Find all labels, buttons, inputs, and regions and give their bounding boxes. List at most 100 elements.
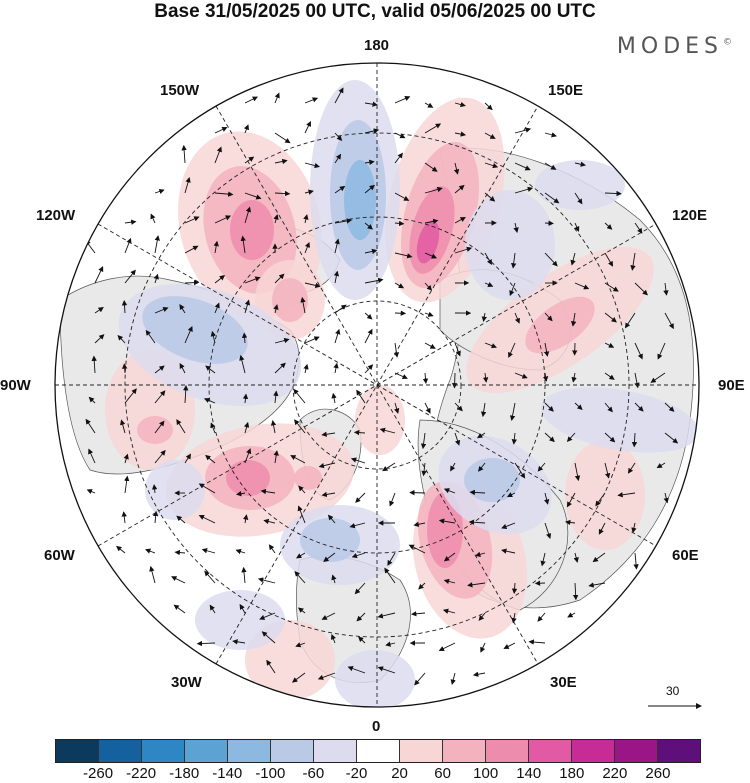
wind-arrow bbox=[604, 312, 617, 323]
wind-arrow bbox=[274, 190, 291, 197]
wind-arrow bbox=[664, 432, 679, 444]
wind-arrow bbox=[484, 342, 497, 349]
wind-arrow bbox=[295, 642, 306, 648]
lon-label-90w: 90W bbox=[0, 377, 31, 394]
wind-arrow bbox=[304, 97, 319, 104]
wind-arrow bbox=[364, 328, 373, 344]
wind-arrow bbox=[377, 612, 396, 619]
wind-arrow bbox=[121, 300, 128, 314]
wind-arrow bbox=[364, 159, 375, 165]
wind-arrow bbox=[266, 659, 276, 674]
wind-arrow bbox=[513, 222, 519, 233]
colorbar-tick-label: -260 bbox=[83, 765, 114, 782]
wind-arrow bbox=[354, 582, 366, 595]
wind-arrow bbox=[321, 431, 336, 437]
wind-arrow bbox=[514, 186, 534, 194]
wind-arrow bbox=[333, 362, 339, 374]
wind-arrow bbox=[244, 421, 250, 434]
wind-arrow bbox=[179, 363, 186, 374]
wind-arrow bbox=[331, 392, 337, 404]
anomaly-positive bbox=[416, 220, 440, 264]
wind-arrow bbox=[323, 552, 336, 562]
wind-arrow bbox=[210, 330, 216, 344]
wind-arrow bbox=[454, 432, 461, 446]
wind-arrow bbox=[664, 312, 674, 330]
colorbar-swatch bbox=[486, 740, 529, 762]
wind-arrow bbox=[624, 312, 636, 329]
wind-arrow bbox=[210, 422, 216, 434]
wind-arrow bbox=[424, 402, 431, 414]
wind-arrow bbox=[198, 515, 216, 524]
colorbar-swatch bbox=[185, 740, 228, 762]
colorbar-swatch bbox=[357, 740, 400, 762]
wind-arrow bbox=[263, 518, 276, 525]
wind-arrow bbox=[389, 492, 396, 507]
wind-arrow bbox=[570, 312, 577, 327]
wind-arrow bbox=[176, 515, 186, 524]
wind-arrow bbox=[241, 332, 248, 344]
meridian-line bbox=[215, 105, 539, 665]
colorbar-tick-label: 140 bbox=[516, 765, 542, 782]
wind-arrow bbox=[244, 299, 251, 314]
wind-arrow bbox=[418, 582, 426, 590]
wind-arrow bbox=[503, 642, 516, 649]
wind-arrow bbox=[333, 270, 340, 284]
wind-arrow bbox=[273, 304, 279, 314]
wind-arrow bbox=[454, 342, 461, 357]
wind-arrow bbox=[145, 548, 156, 554]
wind-arrow bbox=[424, 102, 434, 108]
wind-arrow bbox=[330, 633, 336, 644]
wind-arrow bbox=[184, 325, 193, 344]
wind-arrow bbox=[450, 462, 456, 472]
wind-arrow bbox=[565, 519, 576, 526]
wind-arrow bbox=[290, 455, 306, 464]
wind-arrow bbox=[294, 419, 306, 434]
colorbar-tick-label: -180 bbox=[169, 765, 200, 782]
colorbar-swatch bbox=[615, 740, 658, 762]
wind-arrow bbox=[484, 132, 496, 139]
wind-arrow bbox=[173, 604, 186, 614]
wind-arrow bbox=[85, 418, 96, 434]
lon-label-60e: 60E bbox=[672, 547, 699, 564]
wind-arrow bbox=[321, 612, 336, 620]
wind-arrow bbox=[205, 454, 216, 464]
wind-arrow bbox=[424, 311, 434, 317]
wind-arrow bbox=[634, 222, 643, 234]
wind-arrow bbox=[394, 152, 403, 164]
wind-arrow bbox=[303, 214, 309, 224]
wind-arrow bbox=[214, 215, 232, 224]
wind-arrow bbox=[631, 432, 638, 448]
wind-arrow bbox=[604, 342, 615, 348]
wind-arrow bbox=[443, 488, 456, 494]
anomaly-positive bbox=[137, 416, 173, 444]
wind-arrow bbox=[385, 641, 396, 647]
wind-arrow bbox=[574, 222, 580, 232]
wind-arrow bbox=[424, 218, 439, 225]
wind-arrow bbox=[184, 279, 200, 286]
wind-arrow bbox=[304, 282, 321, 289]
wind-arrow bbox=[304, 162, 320, 169]
wind-arrow bbox=[414, 672, 426, 686]
colorbar-tick-label: 180 bbox=[559, 765, 585, 782]
wind-arrow bbox=[123, 453, 129, 464]
wind-arrow bbox=[424, 162, 438, 172]
copyright-mark: © bbox=[723, 37, 732, 48]
anomaly-positive bbox=[525, 296, 595, 354]
wind-arrow bbox=[656, 462, 666, 469]
geopotential-anomaly-layer bbox=[105, 80, 699, 707]
wind-arrow bbox=[514, 162, 531, 171]
wind-arrow bbox=[501, 548, 516, 554]
wind-arrow bbox=[574, 462, 581, 482]
wind-arrow bbox=[438, 518, 456, 524]
anomaly-negative bbox=[145, 460, 205, 520]
wind-arrow bbox=[124, 388, 137, 404]
wind-arrow bbox=[382, 462, 396, 472]
colorbar-swatch bbox=[271, 740, 314, 762]
map-disc-outline bbox=[54, 62, 700, 708]
wind-arrow bbox=[384, 567, 396, 584]
wind-arrow bbox=[617, 492, 636, 498]
wind-arrow bbox=[394, 402, 400, 414]
wind-arrow bbox=[571, 372, 577, 383]
wind-arrow bbox=[514, 312, 520, 324]
anomaly-negative bbox=[300, 518, 360, 562]
